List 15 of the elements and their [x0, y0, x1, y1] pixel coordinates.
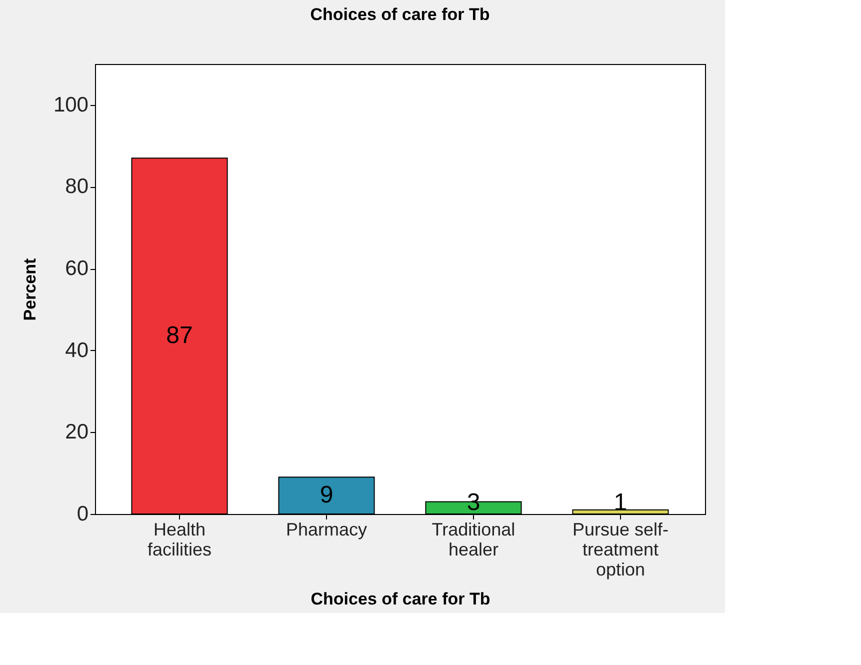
x-tick-label: Health facilities [148, 520, 212, 560]
y-tick-label: 20 [65, 420, 88, 444]
y-tick-label: 80 [65, 175, 88, 198]
x-tick-label: Pharmacy [286, 520, 368, 540]
data-label: 9 [320, 482, 334, 509]
data-label: 87 [166, 322, 193, 350]
y-axis-title: Percent [20, 258, 40, 321]
x-tick-label: Traditional healer [432, 520, 516, 560]
y-tick-label: 100 [53, 93, 88, 116]
x-tick-label: Pursue self-treatment option [572, 520, 669, 580]
chart-title: Choices of care for Tb [310, 5, 490, 24]
x-axis-title: Choices of care for Tb [310, 590, 490, 608]
y-tick-label: 0 [76, 502, 88, 526]
y-tick-label: 40 [65, 338, 88, 362]
y-tick-label: 60 [65, 257, 88, 280]
